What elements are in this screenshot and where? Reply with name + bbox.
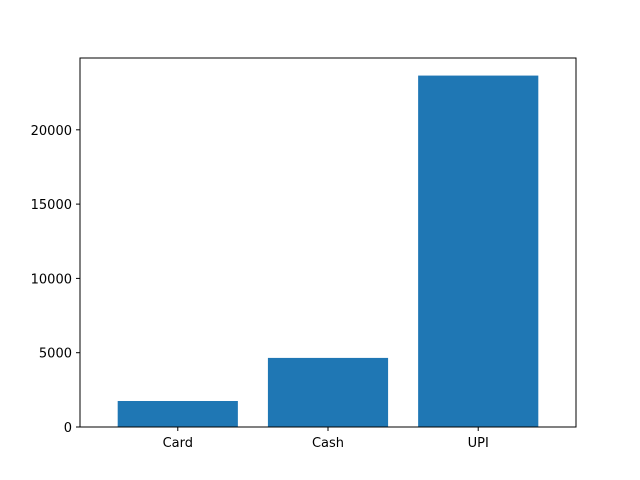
x-tick-label: Card bbox=[163, 436, 193, 451]
x-tick-label: UPI bbox=[468, 436, 489, 451]
y-tick-label: 0 bbox=[64, 421, 72, 436]
y-tick-label: 15000 bbox=[31, 198, 72, 213]
x-axis: Card Cash UPI bbox=[163, 427, 489, 451]
x-tick-label: Cash bbox=[312, 436, 344, 451]
y-tick-label: 10000 bbox=[31, 272, 72, 287]
y-tick-label: 5000 bbox=[39, 347, 72, 362]
plot-frame bbox=[79, 57, 577, 428]
bars-group bbox=[117, 75, 539, 428]
bar-upi bbox=[418, 75, 539, 428]
bar-card bbox=[117, 400, 238, 427]
y-tick-label: 20000 bbox=[31, 124, 72, 139]
y-axis: 0 5000 10000 15000 20000 bbox=[31, 124, 80, 436]
bar-cash bbox=[267, 357, 389, 427]
